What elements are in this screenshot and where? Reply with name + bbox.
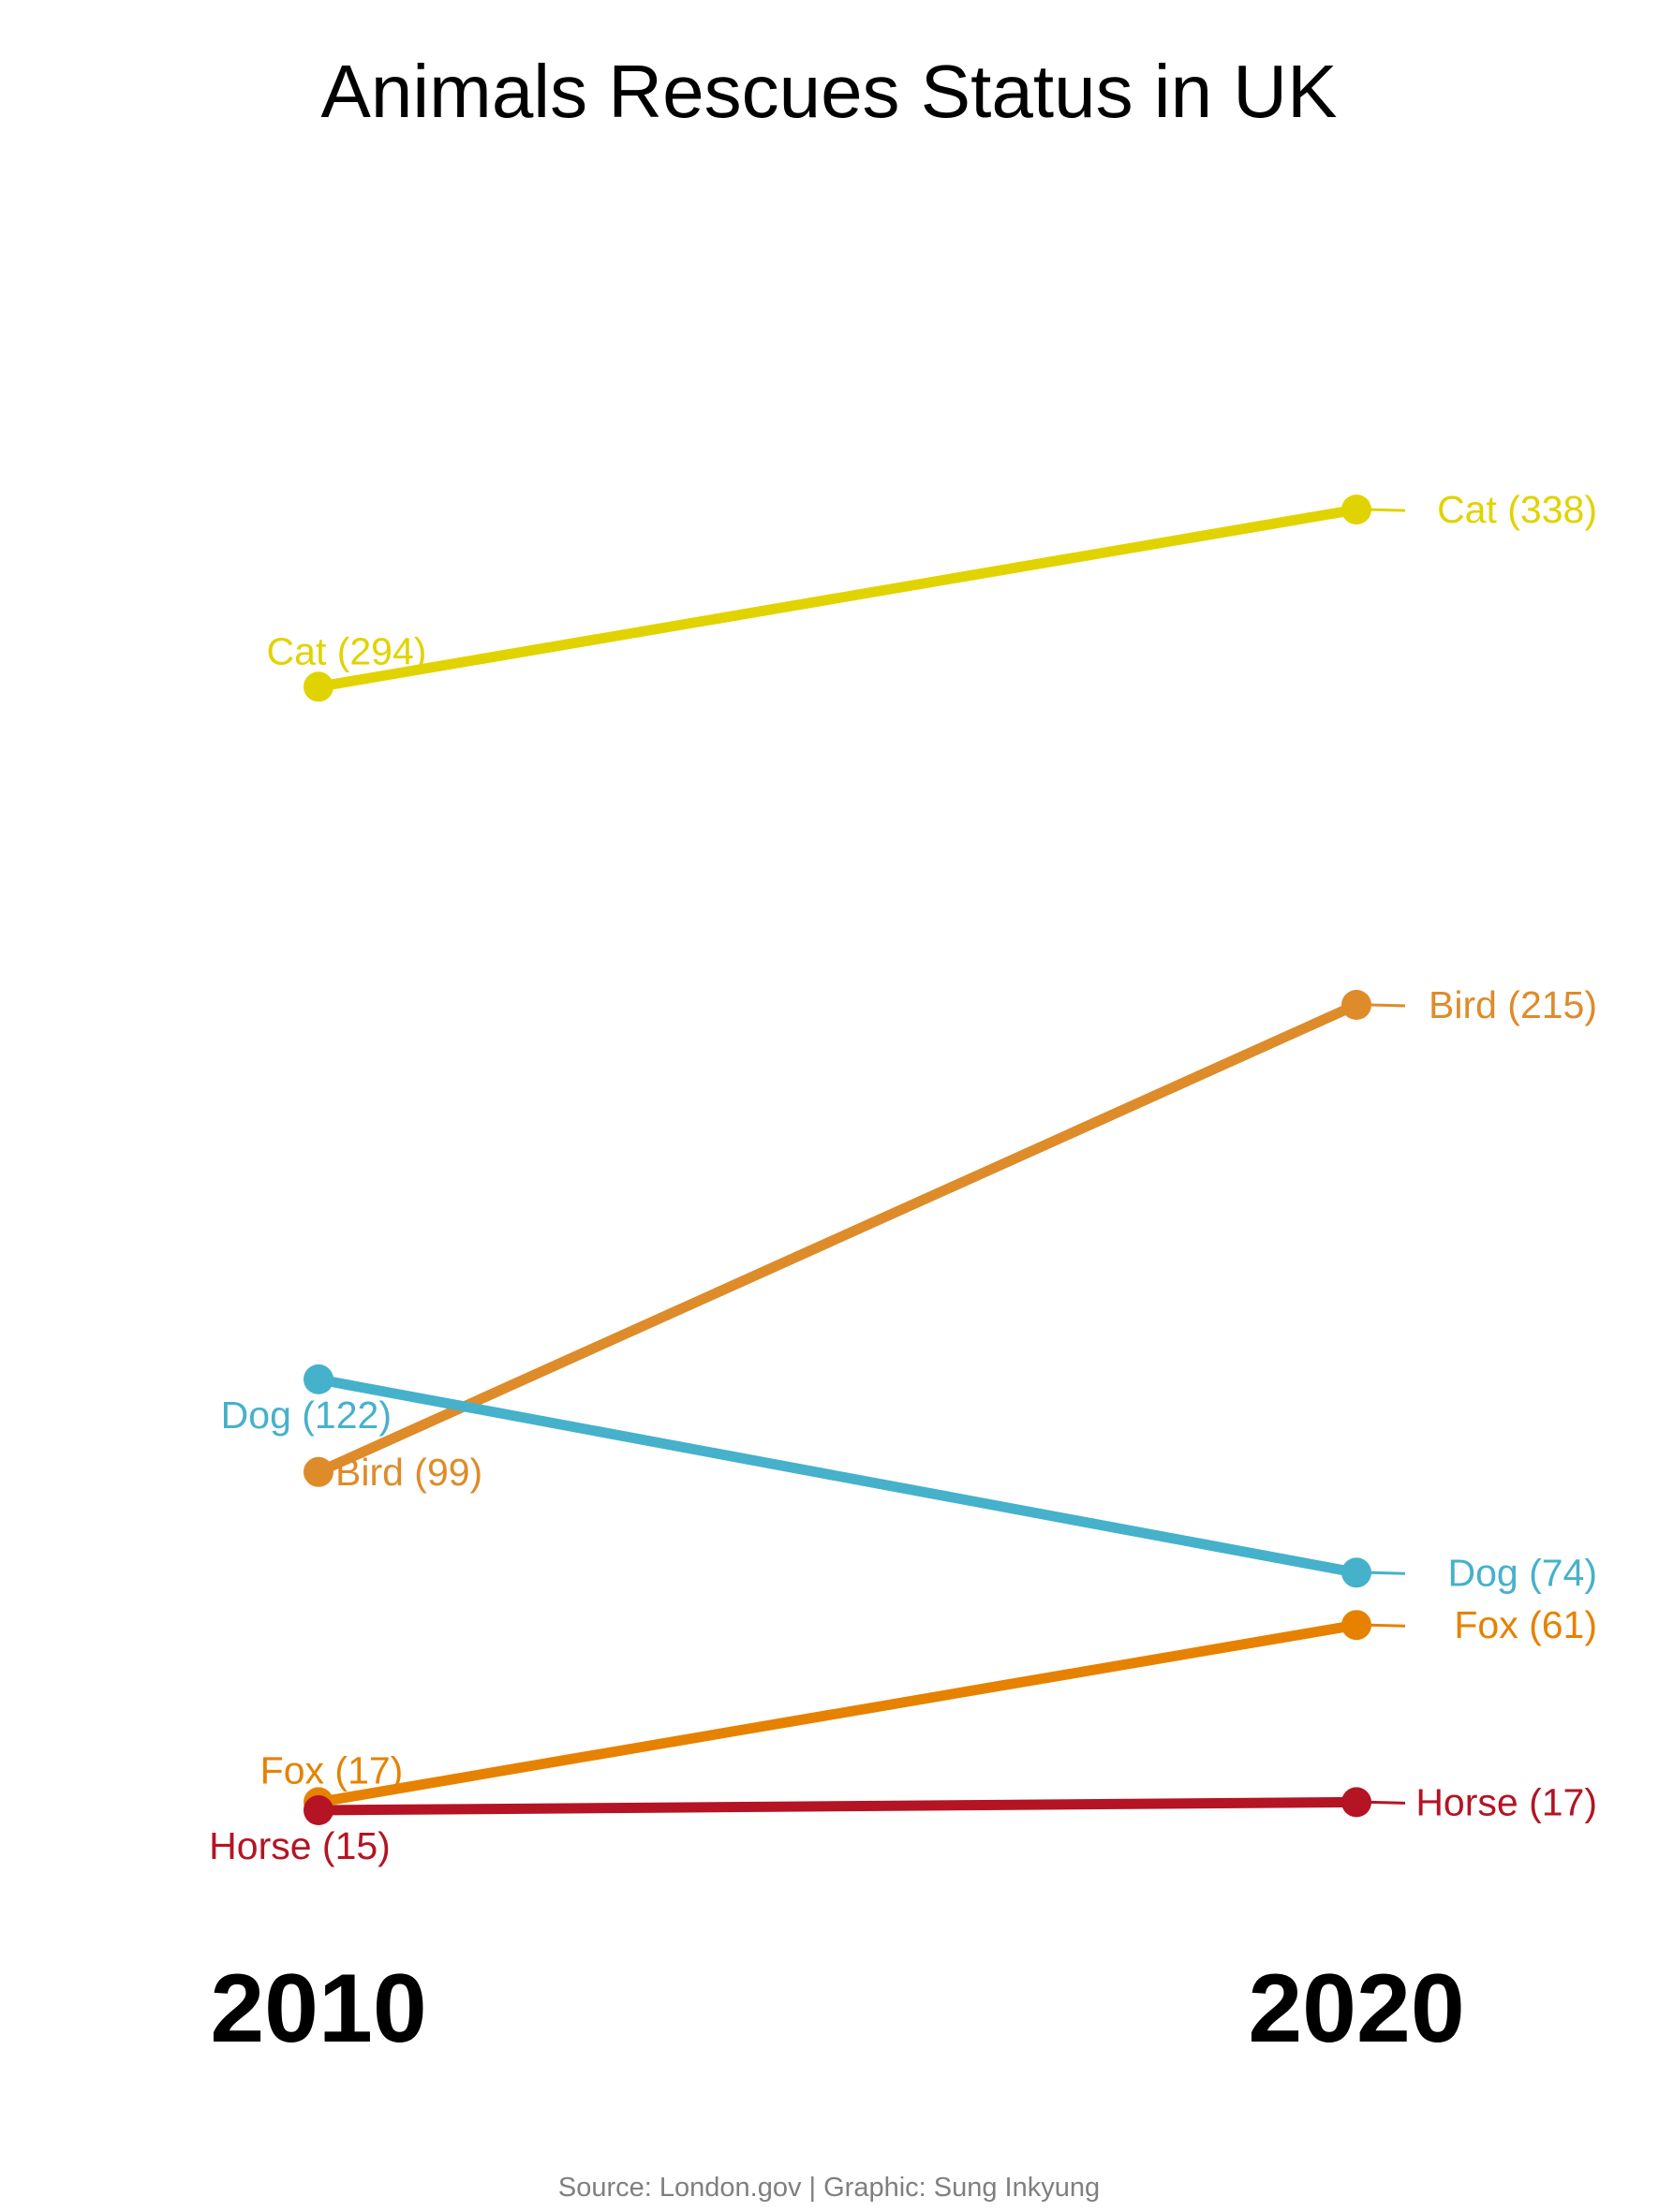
label-bird-2010: Bird (99) bbox=[335, 1451, 482, 1494]
series-lines bbox=[313, 504, 1362, 1816]
label-fox-2010: Fox (17) bbox=[260, 1748, 404, 1792]
connector-fox-2020 bbox=[1369, 1623, 1406, 1628]
x-axis-years: 2010 2020 bbox=[210, 1954, 1464, 2063]
label-fox-2020: Fox (61) bbox=[1454, 1603, 1597, 1646]
point-bird-end-2020 bbox=[1341, 990, 1371, 1020]
label-horse-2020: Horse (17) bbox=[1415, 1780, 1597, 1823]
connector-dog-2020 bbox=[1369, 1571, 1406, 1575]
point-fox-end-2020 bbox=[1341, 1610, 1371, 1641]
chart-title: Animals Rescues Status in UK bbox=[321, 50, 1338, 133]
point-horse-start-2010 bbox=[304, 1795, 333, 1825]
point-bird-start-2010 bbox=[304, 1456, 333, 1487]
connector-horse-2020 bbox=[1369, 1800, 1406, 1805]
label-horse-2010: Horse (15) bbox=[209, 1824, 391, 1867]
label-bird-2020: Bird (215) bbox=[1429, 983, 1597, 1026]
label-dog-2020: Dog (74) bbox=[1447, 1551, 1597, 1594]
point-labels: Cat (294) Cat (338) Bird (99) Bird (215) Dog… bbox=[209, 488, 1597, 1867]
connector-cat-2020 bbox=[1369, 508, 1406, 512]
series-line-cat bbox=[313, 504, 1362, 692]
year-label-2020: 2020 bbox=[1248, 1954, 1464, 2063]
series-line-fox bbox=[313, 1619, 1362, 1807]
year-label-2010: 2010 bbox=[210, 1954, 426, 2063]
series-line-bird bbox=[313, 999, 1362, 1478]
connector-bird-2020 bbox=[1369, 1003, 1406, 1008]
point-dog-end-2020 bbox=[1341, 1557, 1371, 1588]
label-cat-2020: Cat (338) bbox=[1437, 488, 1597, 531]
series-points bbox=[304, 494, 1371, 1825]
point-horse-end-2020 bbox=[1341, 1787, 1371, 1818]
label-cat-2010: Cat (294) bbox=[267, 629, 427, 672]
series-line-dog bbox=[313, 1374, 1362, 1578]
series-line-horse bbox=[313, 1796, 1362, 1816]
label-dog-2010: Dog (122) bbox=[221, 1394, 392, 1437]
chart-caption: Source: London.gov | Graphic: Sung Inkyu… bbox=[558, 2173, 1100, 2203]
point-dog-start-2010 bbox=[304, 1364, 333, 1394]
point-cat-end-2020 bbox=[1341, 494, 1371, 525]
point-cat-start-2010 bbox=[304, 671, 333, 702]
